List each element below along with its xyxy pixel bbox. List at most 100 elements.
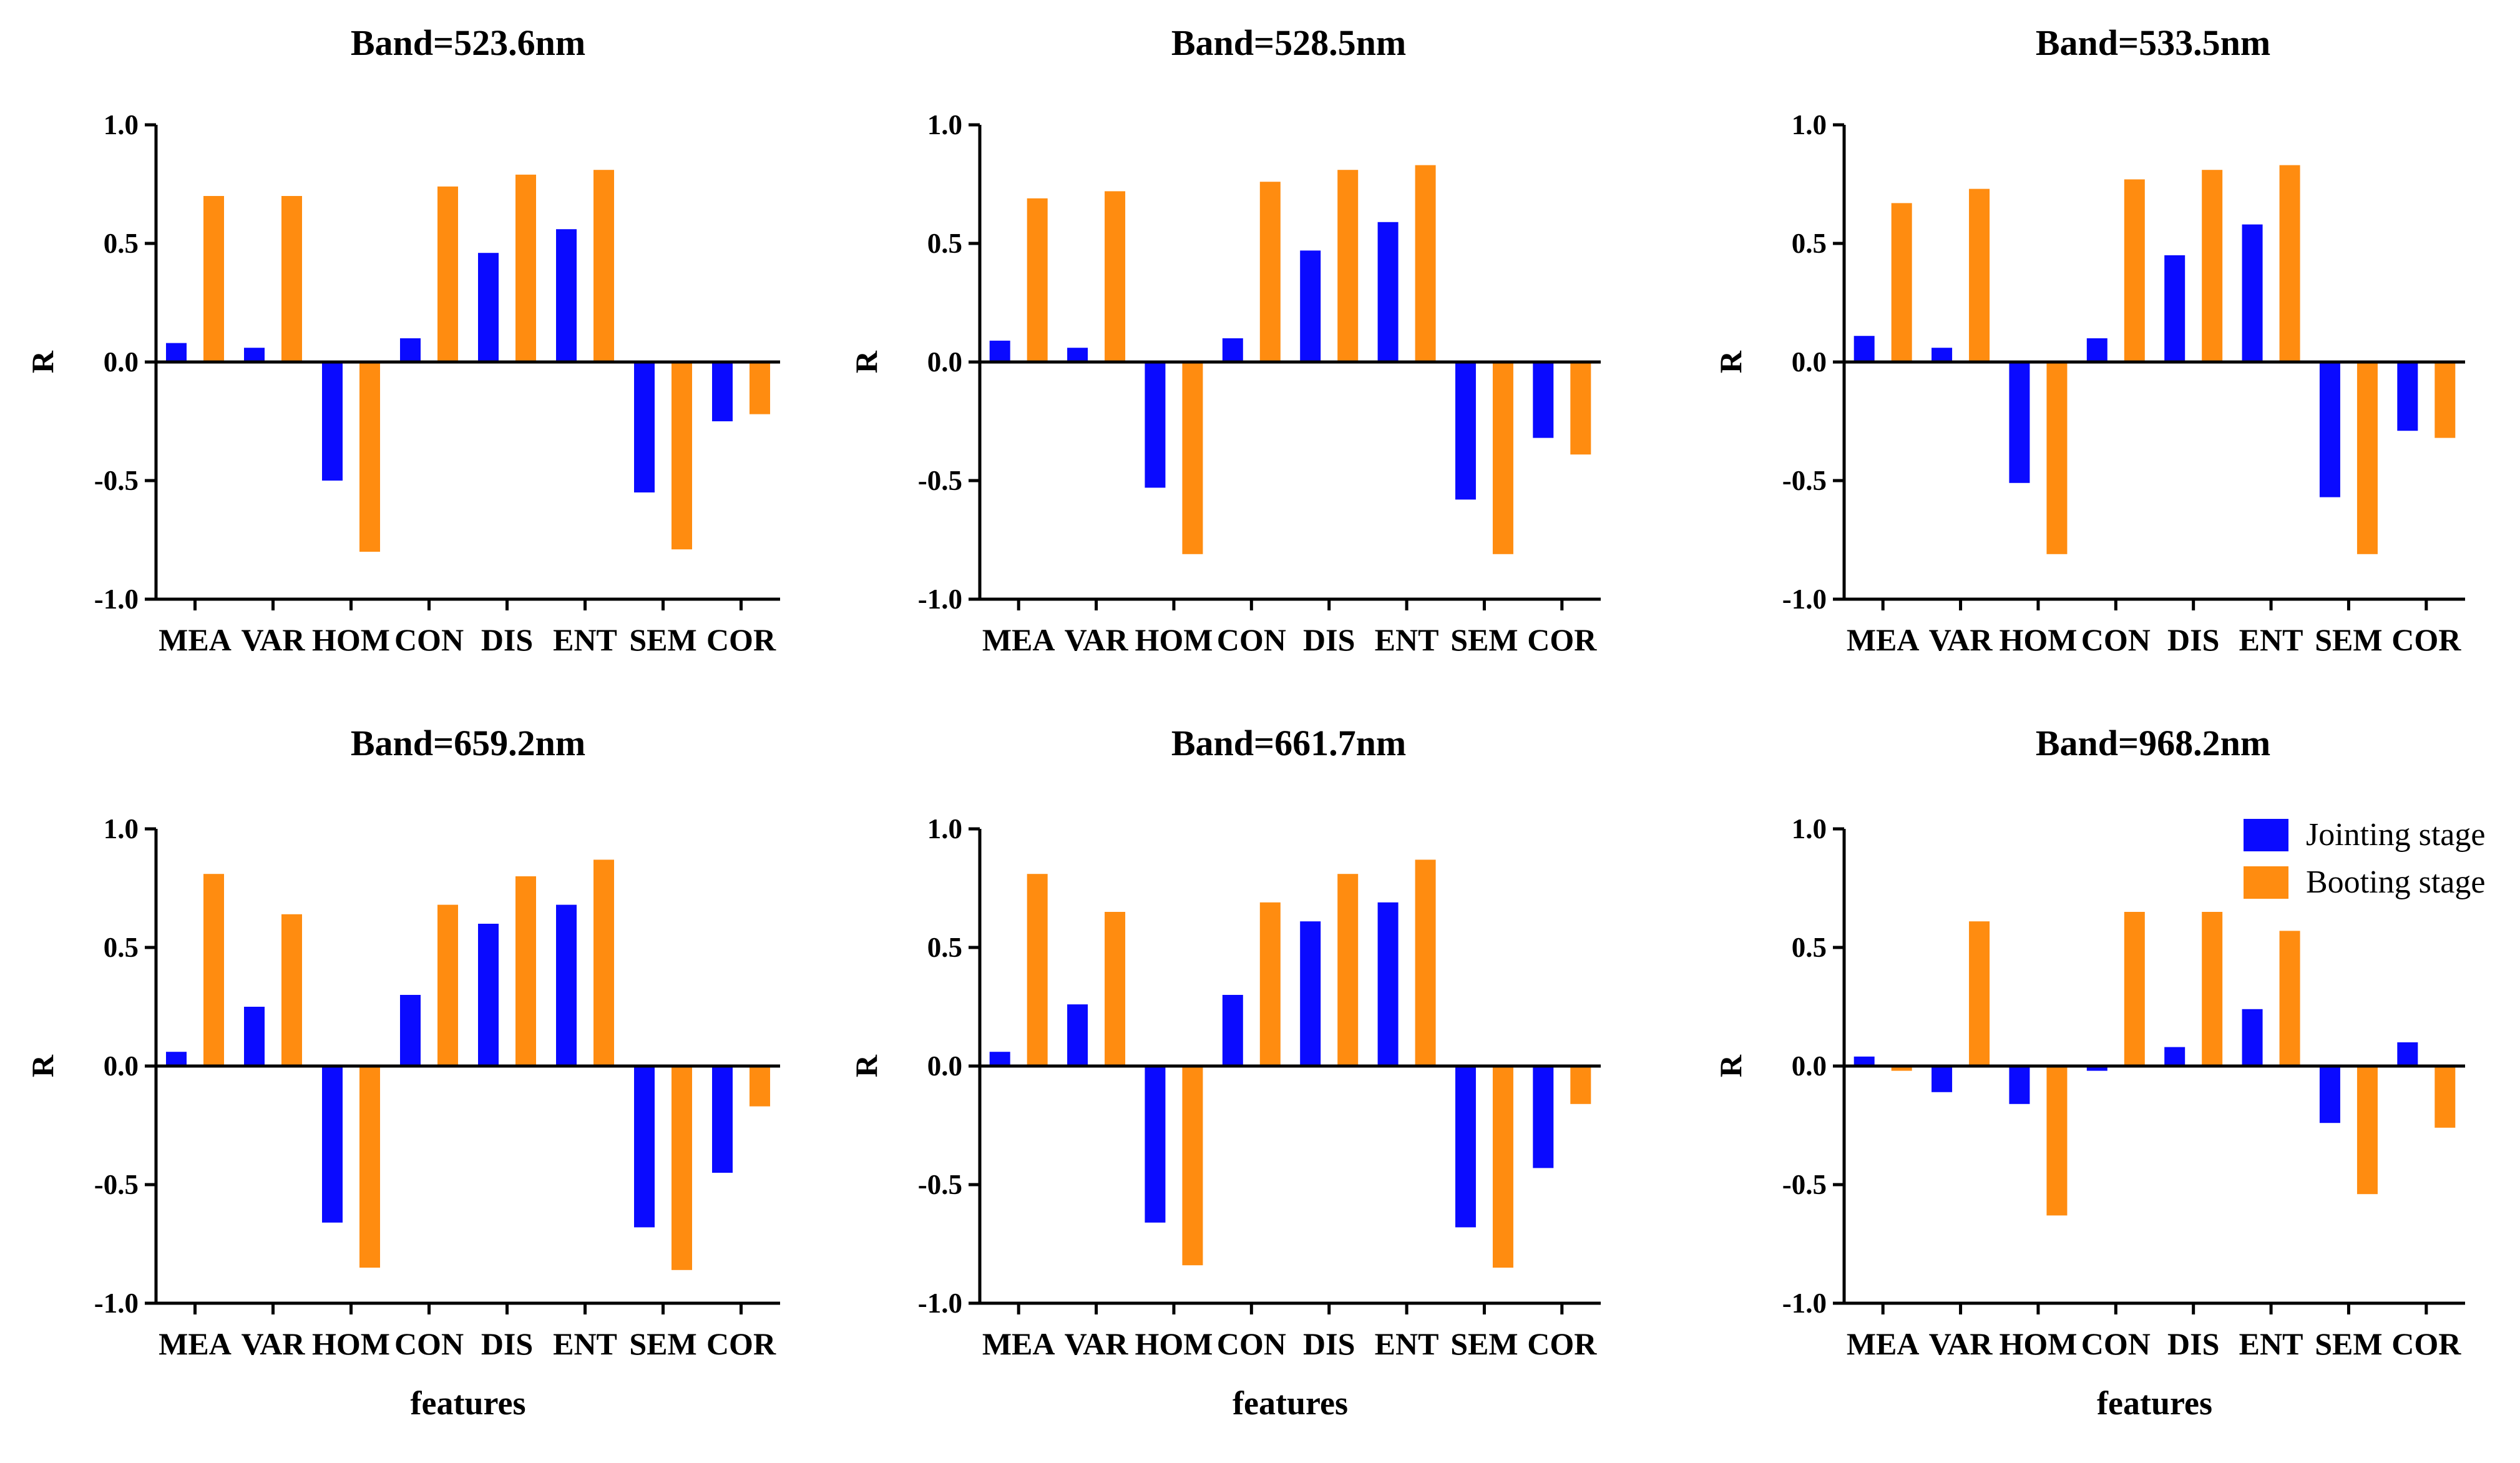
bar-booting-cor bbox=[2435, 362, 2456, 438]
y-tick-label: 0.0 bbox=[927, 1050, 962, 1082]
bar-booting-con bbox=[2124, 912, 2145, 1066]
x-tick-label-hom: HOM bbox=[1999, 622, 2077, 657]
bar-jointing-dis bbox=[478, 924, 499, 1066]
x-tick-label-dis: DIS bbox=[2167, 622, 2219, 657]
bar-jointing-cor bbox=[2397, 1042, 2418, 1066]
bar-jointing-mea bbox=[989, 340, 1010, 362]
bar-booting-cor bbox=[1570, 1066, 1591, 1104]
bar-booting-con bbox=[1259, 902, 1281, 1066]
y-tick-label: 0.0 bbox=[927, 346, 962, 378]
bar-jointing-var bbox=[1932, 1066, 1953, 1092]
y-axis-label: R bbox=[849, 1054, 884, 1077]
x-tick-label-sem: SEM bbox=[1450, 622, 1518, 657]
bar-jointing-hom bbox=[2009, 362, 2030, 483]
chart-title: Band=968.2nm bbox=[2036, 723, 2270, 763]
x-tick-label-sem: SEM bbox=[2315, 622, 2382, 657]
bar-jointing-sem bbox=[2319, 1066, 2340, 1123]
bar-booting-var bbox=[1105, 912, 1126, 1066]
x-tick-label-hom: HOM bbox=[312, 1326, 390, 1361]
bar-booting-var bbox=[1969, 921, 1990, 1066]
bar-booting-cor bbox=[750, 362, 770, 414]
bar-jointing-var bbox=[244, 1007, 265, 1066]
bar-booting-sem bbox=[1492, 362, 1513, 554]
chart-title: Band=528.5nm bbox=[1171, 22, 1406, 63]
y-tick-label: 0.0 bbox=[1792, 1050, 1827, 1082]
bar-jointing-con bbox=[1222, 995, 1243, 1066]
y-tick-label: 0.0 bbox=[104, 346, 139, 378]
bar-booting-dis bbox=[1337, 874, 1359, 1066]
bar-jointing-cor bbox=[2397, 362, 2418, 431]
x-tick-label-ent: ENT bbox=[553, 1326, 617, 1361]
y-tick-label: 1.0 bbox=[104, 813, 139, 844]
x-tick-label-sem: SEM bbox=[629, 622, 696, 657]
bar-booting-dis bbox=[2202, 170, 2223, 362]
y-tick-label: 1.0 bbox=[927, 109, 962, 140]
x-tick-label-con: CON bbox=[1217, 622, 1286, 657]
x-axis-label: features bbox=[2097, 1384, 2212, 1422]
bar-booting-sem bbox=[672, 1066, 692, 1270]
legend: Jointing stage Booting stage bbox=[2244, 817, 2485, 900]
bar-jointing-con bbox=[400, 338, 421, 362]
bar-jointing-var bbox=[244, 348, 265, 362]
chart-title: Band=533.5nm bbox=[2036, 22, 2270, 63]
y-tick-label: 0.5 bbox=[104, 932, 139, 963]
x-tick-label-var: VAR bbox=[242, 1326, 306, 1361]
bar-booting-ent bbox=[2279, 931, 2300, 1066]
bar-jointing-con bbox=[2086, 1066, 2107, 1071]
y-axis-label: R bbox=[25, 1054, 60, 1077]
y-tick-label: -0.5 bbox=[918, 465, 962, 496]
y-tick-label: -1.0 bbox=[94, 1288, 139, 1319]
bar-booting-hom bbox=[359, 362, 380, 552]
bar-jointing-hom bbox=[1145, 1066, 1166, 1223]
bar-booting-mea bbox=[203, 196, 224, 362]
bar-booting-cor bbox=[2435, 1066, 2456, 1128]
x-tick-label-dis: DIS bbox=[1303, 622, 1355, 657]
x-tick-label-hom: HOM bbox=[1135, 1326, 1213, 1361]
y-axis-label: R bbox=[849, 350, 884, 373]
bar-booting-hom bbox=[2046, 1066, 2068, 1216]
y-tick-label: 0.5 bbox=[1792, 932, 1827, 963]
y-tick-label: 0.0 bbox=[1792, 346, 1827, 378]
bar-booting-cor bbox=[750, 1066, 770, 1107]
chart-title: Band=523.6nm bbox=[351, 22, 585, 63]
bar-jointing-cor bbox=[1533, 362, 1554, 438]
bar-jointing-mea bbox=[989, 1052, 1010, 1066]
bar-jointing-con bbox=[400, 995, 421, 1066]
bar-jointing-cor bbox=[712, 1066, 733, 1173]
x-tick-label-con: CON bbox=[2081, 622, 2151, 657]
x-tick-label-ent: ENT bbox=[553, 622, 617, 657]
bar-jointing-cor bbox=[712, 362, 733, 421]
bar-jointing-ent bbox=[556, 229, 577, 362]
y-tick-label: -1.0 bbox=[1782, 584, 1827, 615]
bar-booting-mea bbox=[1027, 198, 1048, 362]
bar-booting-sem bbox=[2356, 1066, 2378, 1195]
x-tick-label-mea: MEA bbox=[159, 622, 232, 657]
y-tick-label: -0.5 bbox=[94, 1169, 139, 1200]
bar-booting-ent bbox=[1415, 859, 1436, 1066]
bar-booting-dis bbox=[515, 876, 536, 1066]
y-tick-label: 1.0 bbox=[104, 109, 139, 140]
y-tick-label: -0.5 bbox=[1782, 465, 1827, 496]
bar-jointing-con bbox=[1222, 338, 1243, 362]
bar-jointing-sem bbox=[1455, 362, 1476, 500]
x-tick-label-hom: HOM bbox=[312, 622, 390, 657]
bar-jointing-mea bbox=[1853, 1056, 1875, 1066]
x-axis-label: features bbox=[1233, 1384, 1348, 1422]
bar-booting-hom bbox=[1182, 362, 1203, 554]
x-tick-label-cor: COR bbox=[2391, 1326, 2461, 1361]
legend-swatch-booting bbox=[2244, 866, 2288, 899]
bar-booting-cor bbox=[1570, 362, 1591, 455]
x-tick-label-hom: HOM bbox=[1999, 1326, 2077, 1361]
x-tick-label-sem: SEM bbox=[2315, 1326, 2382, 1361]
bar-booting-mea bbox=[1891, 1066, 1912, 1071]
bar-jointing-dis bbox=[1300, 921, 1321, 1066]
bar-jointing-con bbox=[2086, 338, 2107, 362]
bar-jointing-sem bbox=[2319, 362, 2340, 497]
bar-jointing-hom bbox=[322, 1066, 343, 1223]
y-tick-label: -1.0 bbox=[94, 584, 139, 615]
bar-jointing-dis bbox=[2164, 1047, 2185, 1066]
